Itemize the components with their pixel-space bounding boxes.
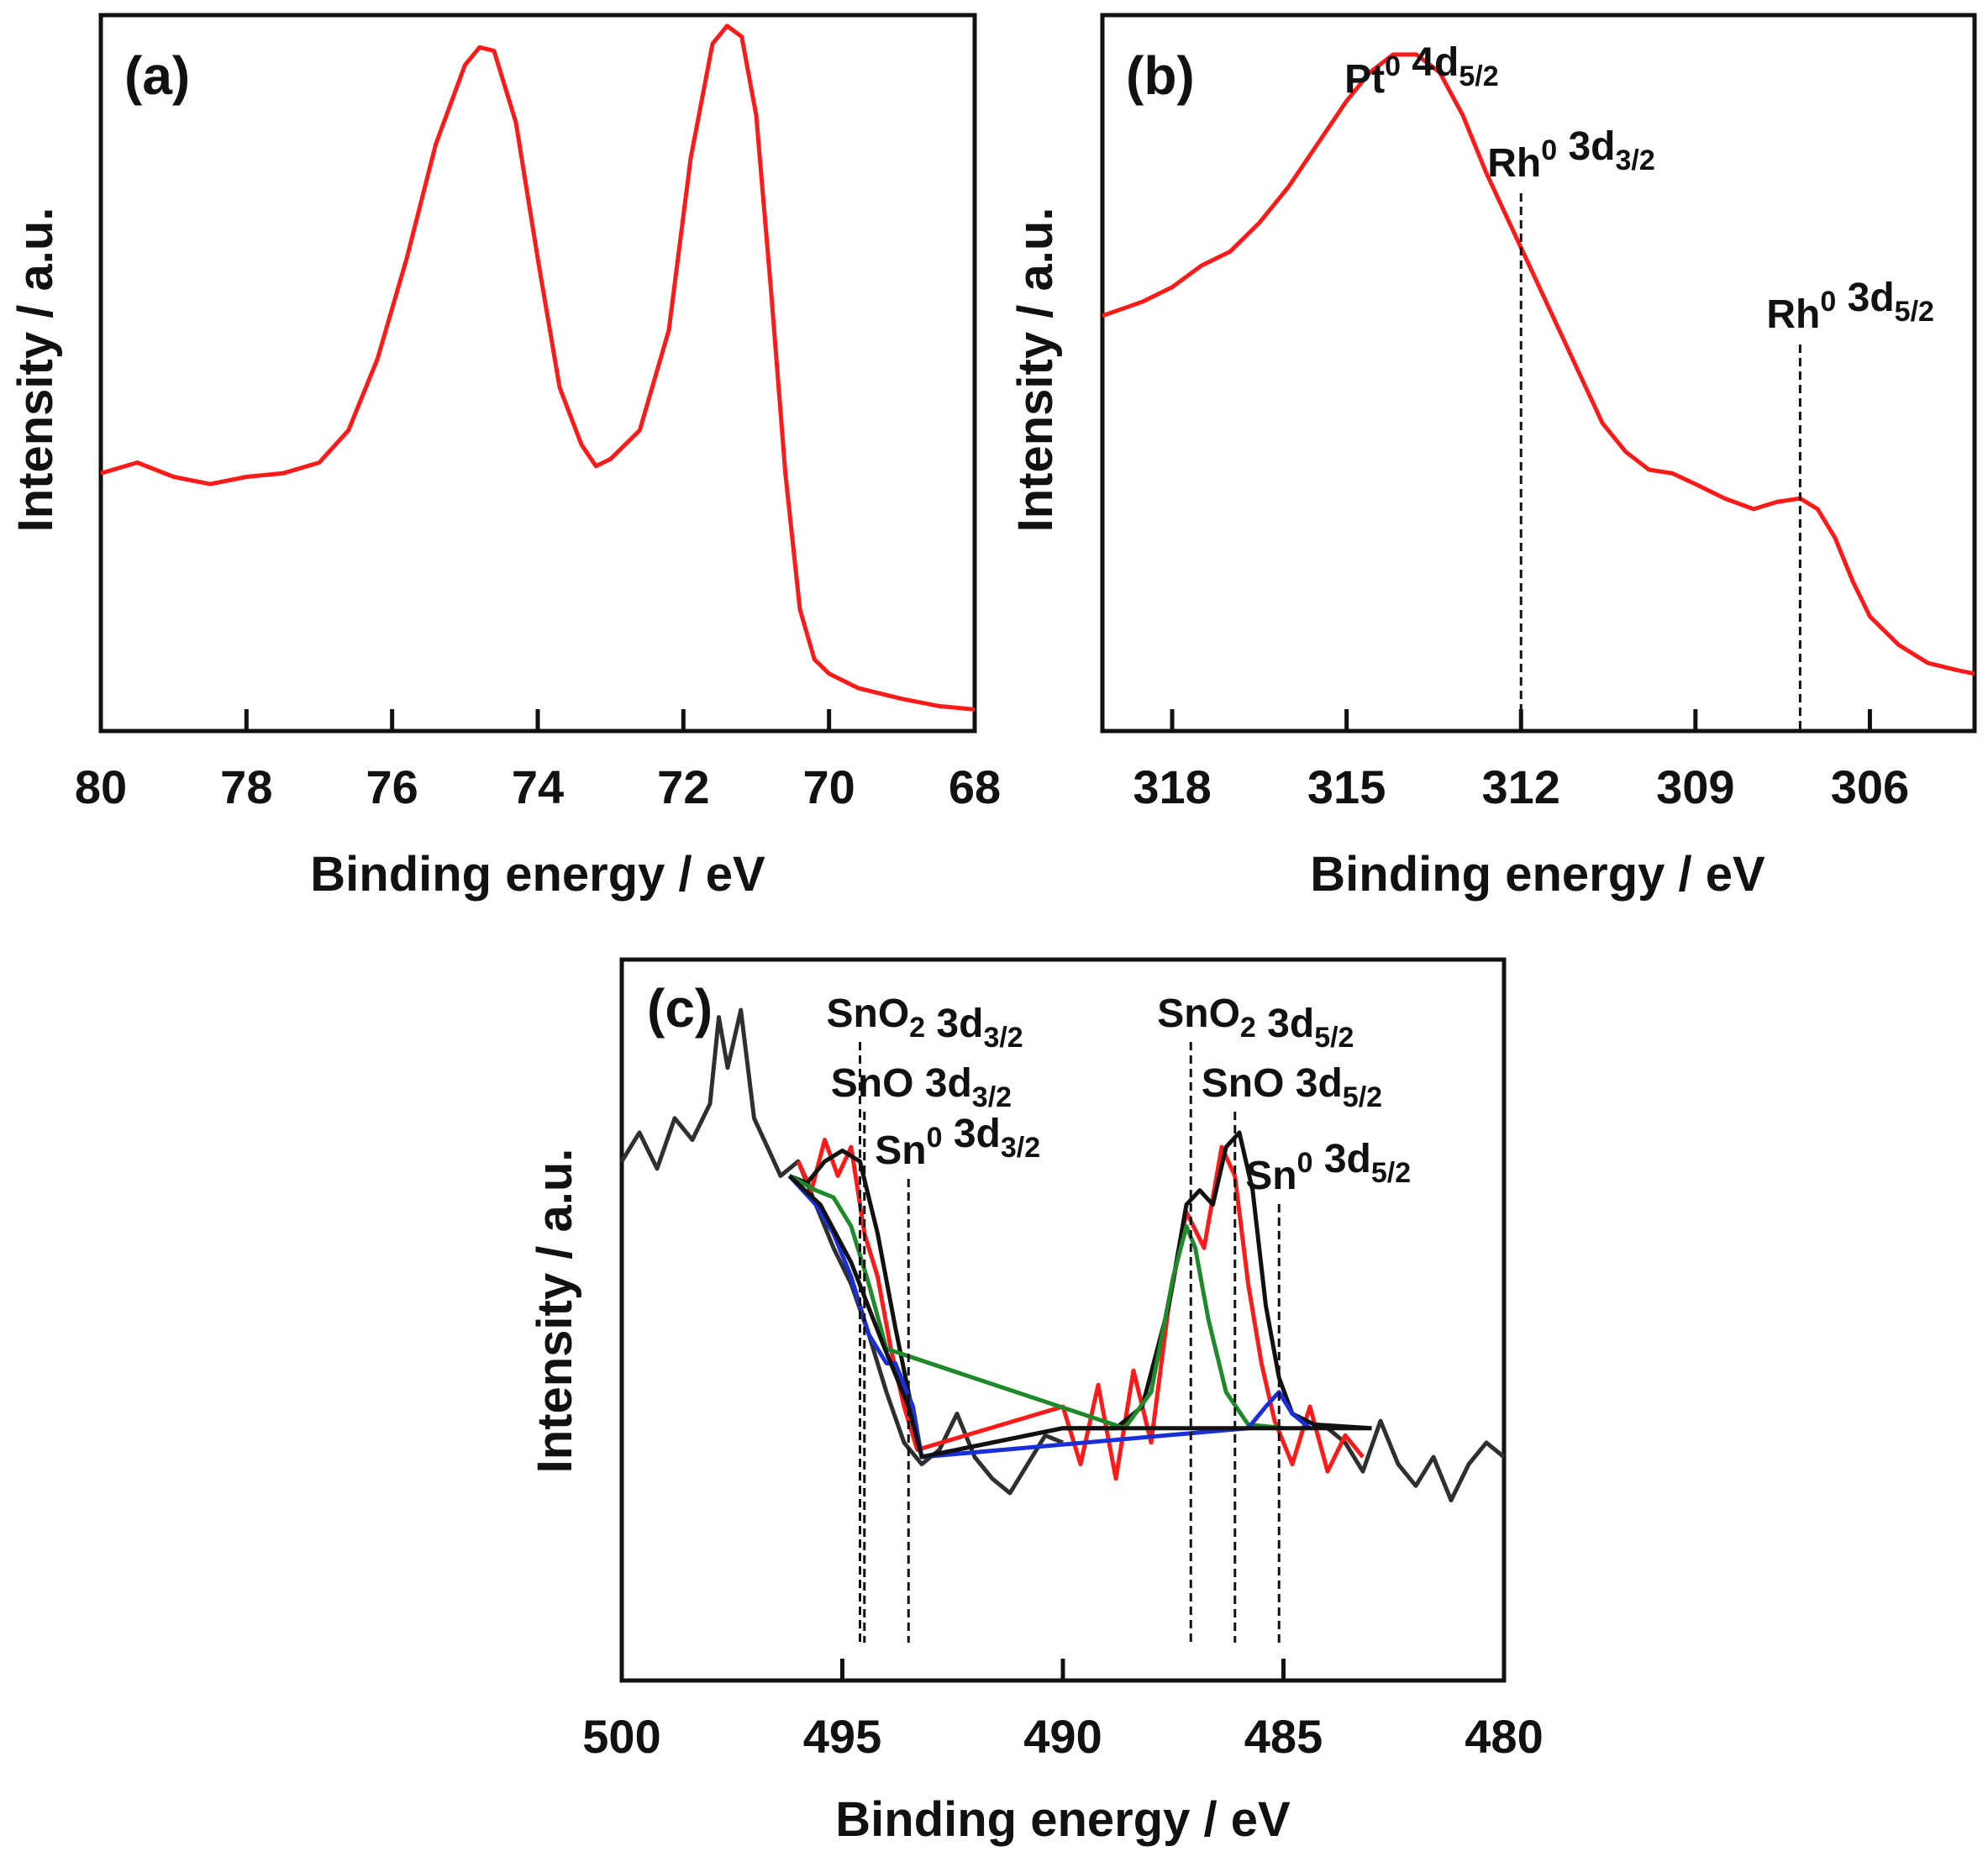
x-tick-label: 500 bbox=[582, 1710, 660, 1763]
peak-annotation: SnO 3d5/2 bbox=[1202, 1061, 1382, 1113]
x-axis-title: Binding energy / eV bbox=[835, 1792, 1291, 1847]
x-tick-label: 315 bbox=[1307, 760, 1386, 813]
x-tick-label: 78 bbox=[220, 760, 272, 813]
x-tick-label: 480 bbox=[1465, 1710, 1543, 1763]
y-axis-title: Intensity / a.u. bbox=[1008, 208, 1063, 533]
panel-b: 318 315 312 309 306 Pt0 4d5/2 Rh0 3d3/2 Rh0 3d5… bbox=[1008, 13, 1977, 902]
plot-frame bbox=[1100, 13, 1977, 734]
y-axis-title: Intensity / a.u. bbox=[8, 208, 63, 533]
series-line-1 bbox=[1326, 1418, 1506, 1502]
x-tick-label: 495 bbox=[803, 1710, 881, 1763]
peak-annotation: Sn0 3d5/2 bbox=[1245, 1137, 1411, 1198]
series-line-0 bbox=[1102, 52, 1975, 676]
x-axis-title: Binding energy / eV bbox=[310, 847, 765, 902]
peak-annotation: Pt0 4d5/2 bbox=[1344, 40, 1499, 102]
peak-annotation: SnO2 3d3/2 bbox=[827, 991, 1023, 1054]
series-line-0 bbox=[619, 1007, 1064, 1496]
x-tick-label: 312 bbox=[1482, 760, 1560, 813]
peak-annotation: SnO 3d3/2 bbox=[831, 1061, 1012, 1113]
series-line-0 bbox=[100, 24, 976, 712]
peak-annotation: SnO2 3d5/2 bbox=[1157, 991, 1354, 1054]
x-tick-label: 485 bbox=[1244, 1710, 1323, 1763]
panel-label: (c) bbox=[647, 978, 713, 1039]
x-tick-label: 72 bbox=[657, 760, 709, 813]
x-tick-label: 68 bbox=[949, 760, 1001, 813]
y-axis-title: Intensity / a.u. bbox=[528, 1149, 582, 1474]
panel-a: 80 78 76 74 72 70 68 (a) Binding energy / eV Inte… bbox=[8, 13, 1001, 902]
peak-annotation: Sn0 3d3/2 bbox=[875, 1112, 1040, 1173]
x-tick-label: 80 bbox=[75, 760, 127, 813]
x-tick-label: 318 bbox=[1133, 760, 1211, 813]
peak-annotation: Rh0 3d5/2 bbox=[1766, 276, 1934, 337]
panel-label: (a) bbox=[124, 45, 190, 106]
series-line-5 bbox=[787, 1174, 1312, 1460]
peak-annotation: Rh0 3d3/2 bbox=[1487, 124, 1655, 186]
x-axis-title: Binding energy / eV bbox=[1310, 847, 1765, 902]
plot-frame bbox=[98, 13, 977, 734]
x-tick-label: 306 bbox=[1831, 760, 1909, 813]
series-line-3 bbox=[788, 1130, 1372, 1460]
x-tick-label: 74 bbox=[512, 760, 564, 813]
x-tick-label: 76 bbox=[366, 760, 418, 813]
x-tick-label: 70 bbox=[803, 760, 855, 813]
plot-frame bbox=[619, 957, 1507, 1683]
x-tick-label: 490 bbox=[1023, 1710, 1102, 1763]
series-line-6 bbox=[787, 1174, 1372, 1460]
x-tick-label: 309 bbox=[1656, 760, 1734, 813]
series-line-4 bbox=[788, 1174, 1284, 1431]
panel-label: (b) bbox=[1126, 45, 1195, 106]
